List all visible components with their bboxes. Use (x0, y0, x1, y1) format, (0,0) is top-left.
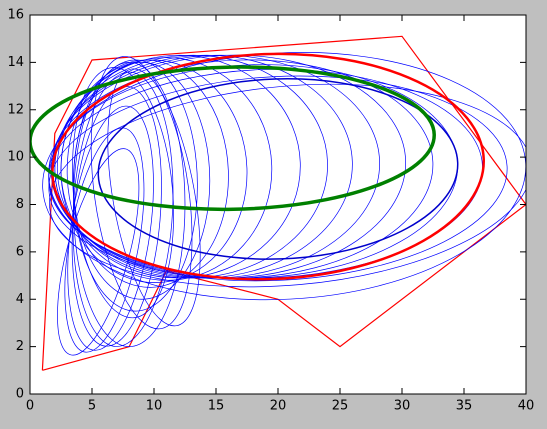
ellipse (107, 68, 201, 327)
x-tick-label: 30 (394, 399, 411, 414)
x-tick-label: 0 (26, 399, 34, 414)
y-tick-label: 6 (16, 244, 24, 259)
y-tick-label: 8 (16, 197, 24, 212)
ellipse (90, 56, 193, 330)
x-tick-label: 40 (518, 399, 535, 414)
y-tick-label: 2 (16, 339, 24, 354)
ellipse (48, 75, 508, 282)
x-tick-label: 15 (208, 399, 225, 414)
ellipse (97, 78, 459, 260)
x-tick-label: 10 (146, 399, 163, 414)
ellipse (73, 62, 211, 300)
y-tick-label: 16 (7, 8, 24, 23)
x-tick-label: 35 (456, 399, 473, 414)
marks (30, 35, 526, 371)
x-tick-label: 25 (332, 399, 349, 414)
y-tick-label: 14 (7, 55, 24, 70)
plot-frame (29, 14, 527, 395)
ellipse (67, 105, 154, 351)
y-tick-label: 12 (7, 102, 24, 117)
ellipse (49, 83, 526, 288)
x-tick-label: 5 (88, 399, 96, 414)
y-tick-label: 0 (16, 387, 24, 402)
axes: 0 5 10 15 20 25 30 35 40 0 2 4 6 8 10 12 14 16 (7, 8, 534, 414)
y-tick-label: 10 (7, 150, 24, 165)
y-tick-label: 4 (16, 292, 24, 307)
x-tick-label: 20 (270, 399, 287, 414)
